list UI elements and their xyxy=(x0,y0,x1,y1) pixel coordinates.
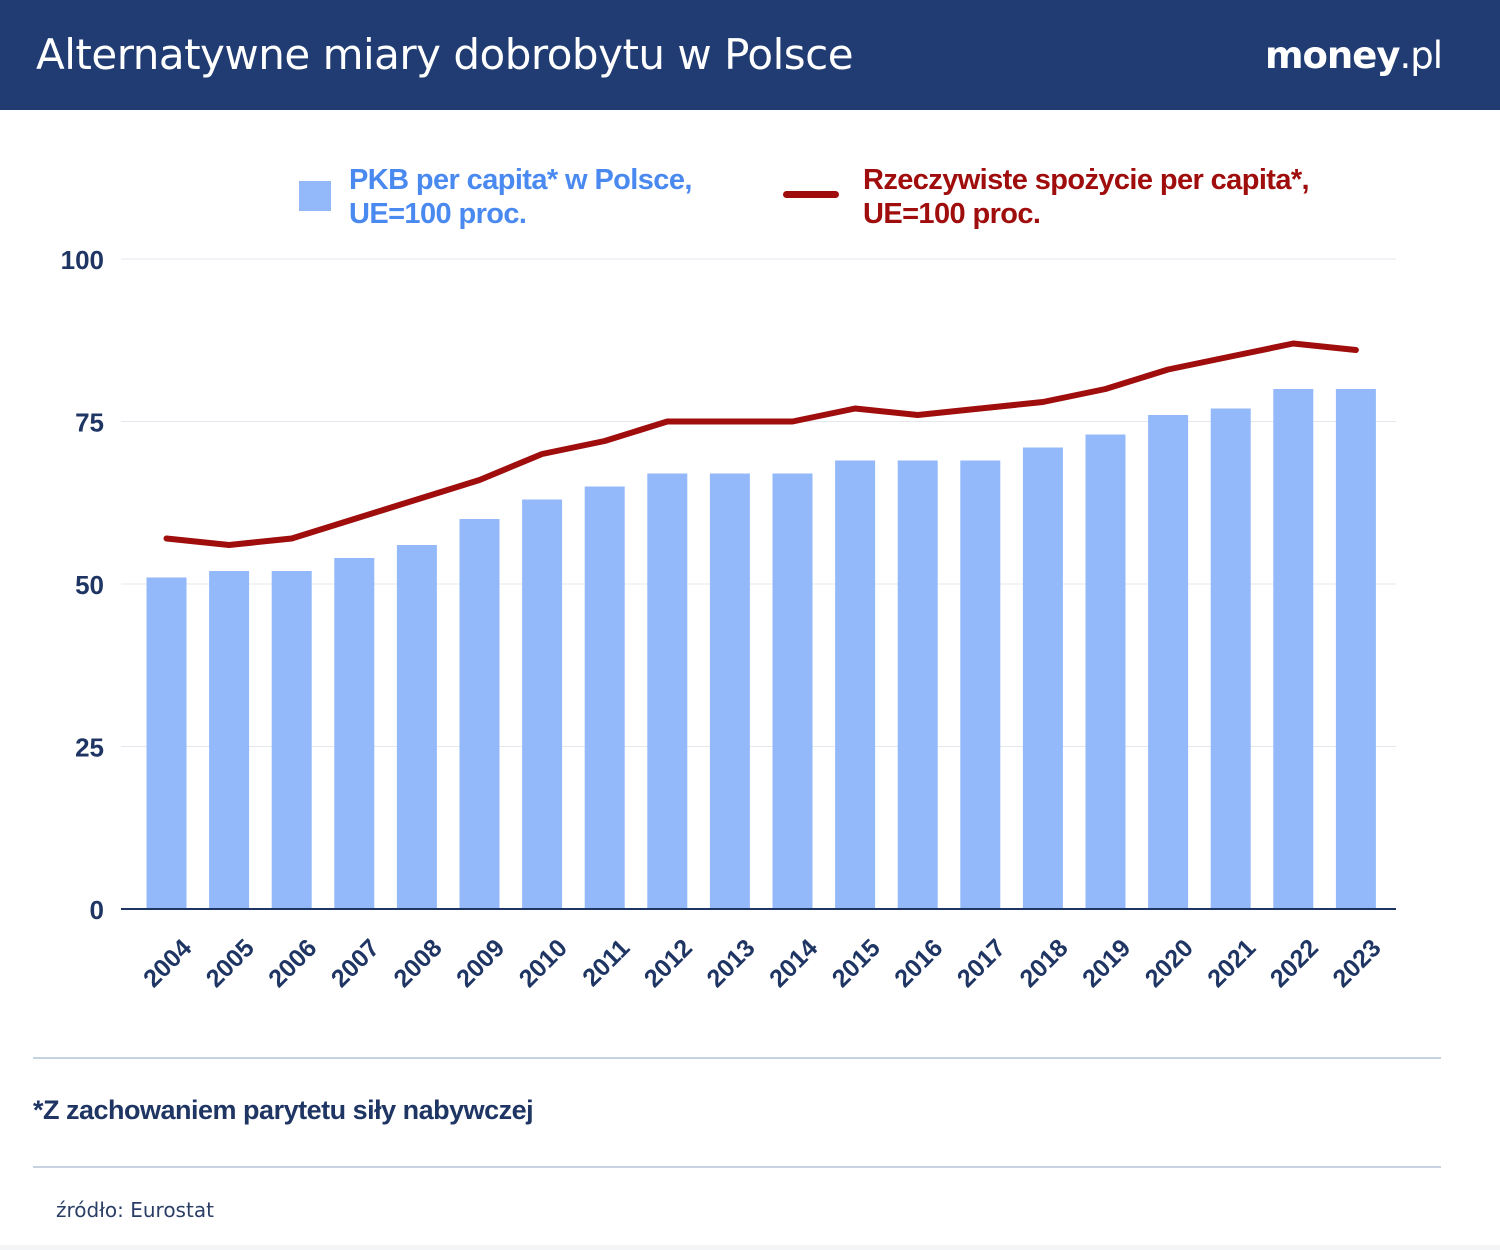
x-tick-label: 2006 xyxy=(263,934,322,993)
bar xyxy=(647,473,688,909)
legend-bar-label-line2: UE=100 proc. xyxy=(349,198,527,230)
footnote: *Z zachowaniem parytetu siły nabywczej xyxy=(33,1095,534,1125)
x-tick-label: 2013 xyxy=(701,934,760,993)
bar xyxy=(271,571,312,909)
bar xyxy=(709,473,750,909)
x-tick-label: 2007 xyxy=(326,934,385,993)
logo-light-text: .pl xyxy=(1399,34,1443,77)
x-tick-label: 2012 xyxy=(639,934,698,993)
source-note: źródło: Eurostat xyxy=(56,1198,214,1222)
bar xyxy=(1335,389,1376,909)
y-tick-label: 0 xyxy=(90,895,104,925)
bar xyxy=(396,545,437,909)
bar xyxy=(522,499,563,909)
legend-bar-label-line1: PKB per capita* w Polsce, xyxy=(349,164,692,196)
bar xyxy=(146,577,187,909)
divider-bottom xyxy=(33,1166,1441,1168)
logo-bold-text: money xyxy=(1264,34,1401,77)
y-tick-label: 100 xyxy=(61,245,104,275)
y-tick-label: 50 xyxy=(75,570,104,600)
x-tick-label: 2021 xyxy=(1202,934,1261,993)
x-tick-label: 2020 xyxy=(1140,934,1199,993)
legend-line-label-line2: UE=100 proc. xyxy=(863,198,1041,230)
x-tick-label: 2014 xyxy=(764,934,823,993)
y-tick-label: 25 xyxy=(75,733,104,763)
x-tick-label: 2023 xyxy=(1327,934,1386,993)
line-series xyxy=(163,340,1359,548)
bar xyxy=(960,460,1001,909)
x-tick-label: 2008 xyxy=(388,934,447,993)
legend-line-label: Rzeczywiste spożycie per capita*, UE=100… xyxy=(863,163,1310,231)
bar xyxy=(1148,415,1189,909)
x-tick-label: 2016 xyxy=(889,934,948,993)
bar xyxy=(897,460,938,909)
x-tick-label: 2005 xyxy=(201,934,260,993)
bar xyxy=(209,571,250,909)
x-tick-label: 2017 xyxy=(952,934,1011,993)
x-tick-label: 2022 xyxy=(1265,934,1324,993)
bar xyxy=(1022,447,1063,909)
bar xyxy=(835,460,876,909)
x-tick-label: 2018 xyxy=(1014,934,1073,993)
x-tick-label: 2019 xyxy=(1077,934,1136,993)
y-tick-label: 75 xyxy=(75,408,104,438)
page-title: Alternatywne miary dobrobytu w Polsce xyxy=(36,30,854,79)
x-tick-label: 2004 xyxy=(138,934,197,993)
x-tick-label: 2015 xyxy=(827,934,886,993)
x-tick-label: 2010 xyxy=(514,934,573,993)
bar xyxy=(772,473,813,909)
x-tick-label: 2011 xyxy=(577,934,635,992)
bar xyxy=(459,519,500,909)
x-tick-label: 2009 xyxy=(451,934,510,993)
bar xyxy=(334,558,375,909)
bar xyxy=(1273,389,1314,909)
legend-line-label-line1: Rzeczywiste spożycie per capita*, xyxy=(863,164,1310,196)
divider-top xyxy=(33,1057,1441,1059)
header-bar: Alternatywne miary dobrobytu w Polsce mo… xyxy=(0,0,1500,110)
bar xyxy=(1085,434,1126,909)
money-pl-logo[interactable]: money.pl xyxy=(1264,34,1443,77)
bar xyxy=(1210,408,1251,909)
legend-bar-swatch xyxy=(299,181,331,211)
bar xyxy=(584,486,625,909)
legend-bar-label: PKB per capita* w Polsce, UE=100 proc. xyxy=(349,163,692,231)
legend-line-swatch xyxy=(783,191,839,198)
